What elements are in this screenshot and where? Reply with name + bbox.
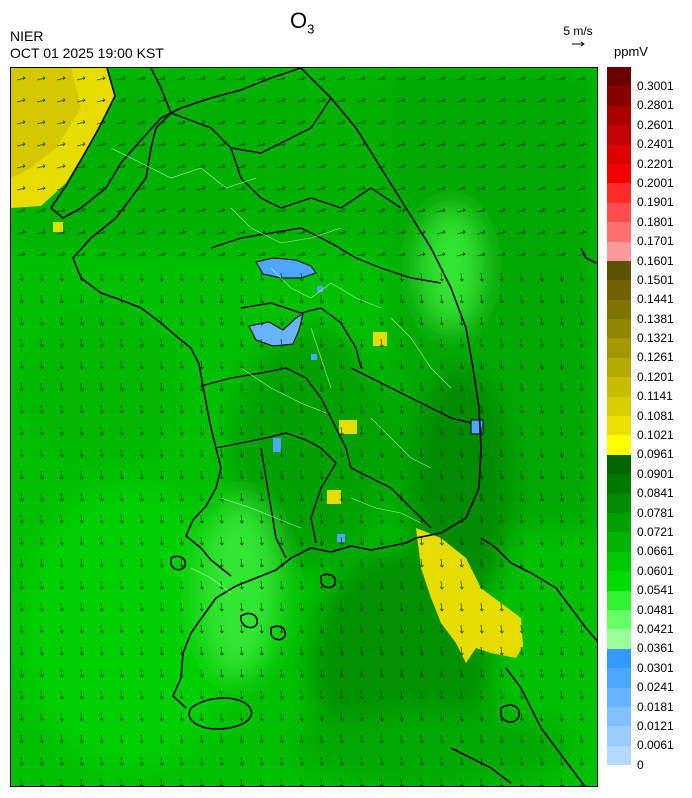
legend-swatch: 0.1081 (607, 396, 674, 423)
legend-swatch: 0.1021 (607, 416, 674, 442)
legend-label: 0.1081 (637, 408, 674, 423)
legend-swatch: 0 (607, 745, 644, 772)
legend-label: 0.0841 (637, 486, 674, 501)
legend-swatch: 0.1441 (607, 280, 674, 306)
legend-swatch: 0.2201 (607, 144, 674, 171)
legend-swatch: 0.0361 (607, 629, 674, 655)
legend-swatch: 0.1201 (607, 357, 674, 384)
legend-swatch: 0.1801 (607, 202, 674, 229)
legend-swatch: 0.0661 (607, 532, 674, 558)
legend-label: 0.0421 (637, 621, 674, 636)
legend-swatch: 0.1601 (607, 241, 674, 268)
legend-swatch: 0.0601 (607, 551, 674, 578)
legend-label: 0.0601 (637, 563, 674, 578)
legend-label: 0.0541 (637, 583, 674, 598)
legend-swatch: 0.1261 (607, 338, 674, 364)
ozone-map[interactable] (10, 67, 598, 787)
province-borders (170, 97, 472, 559)
legend-swatch: 0.3001 (607, 67, 674, 93)
legend-swatch: 0.2001 (607, 163, 674, 190)
legend-label: 0.1261 (637, 350, 674, 365)
legend-label: 0.0181 (637, 699, 674, 714)
legend-swatch: 0.1321 (607, 319, 674, 345)
map-title: O3 (290, 8, 314, 36)
legend-swatch: 0.0901 (607, 454, 674, 481)
wind-reference-label: 5 m/s (563, 24, 593, 38)
legend-label: 0.0361 (637, 641, 674, 656)
legend-label: 0.0061 (637, 738, 674, 753)
legend-label: 0.3001 (637, 79, 674, 93)
title-subscript: 3 (307, 21, 315, 37)
legend-label: 0.2001 (637, 175, 674, 190)
legend-label: 0.0301 (637, 660, 674, 675)
legend-swatch: 0.2401 (607, 125, 674, 151)
legend-label: 0.0241 (637, 680, 674, 695)
legend-label: 0.1701 (637, 234, 674, 249)
legend-swatch: 0.0121 (607, 706, 674, 733)
legend-swatch: 0.2601 (607, 105, 674, 132)
legend-label: 0.1901 (637, 195, 674, 210)
legend-label: 0.2801 (637, 98, 674, 113)
legend-swatch: 0.0841 (607, 474, 674, 500)
legend-swatch: 0.0241 (607, 668, 674, 694)
legend-label: 0 (637, 757, 644, 772)
district-borders (110, 147, 452, 594)
legend-swatch: 0.0541 (607, 571, 674, 597)
map-canvas (11, 68, 597, 786)
legend-label: 0.0901 (637, 466, 674, 481)
legend-swatch: 0.0421 (607, 609, 674, 636)
datetime-label: OCT 01 2025 19:00 KST (10, 45, 164, 61)
legend-label: 0.0721 (637, 524, 674, 539)
legend-swatch: 0.2801 (607, 86, 674, 112)
color-scale-legend: 0.3001 0.2801 0.2601 0.2401 0.2201 0.2001 0.19… (607, 67, 674, 772)
wind-reference-arrow-icon (572, 41, 585, 47)
legend-label: 0.2401 (637, 137, 674, 152)
legend-swatch: 0.0181 (607, 687, 674, 714)
legend-label: 0.1021 (637, 428, 674, 443)
legend-swatch: 0.0721 (607, 512, 674, 539)
legend-label: 0.0121 (637, 718, 674, 733)
title-main: O (290, 8, 308, 33)
legend-label: 0.1321 (637, 331, 674, 346)
legend-label: 0.1201 (637, 369, 674, 384)
map-header: NIER OCT 01 2025 19:00 KST (10, 28, 164, 62)
legend-swatch: 0.0781 (607, 493, 674, 520)
unit-label: ppmV (614, 44, 648, 59)
wind-reference: 5 m/s (560, 24, 596, 48)
legend-swatch: 0.1701 (607, 222, 674, 248)
legend-swatch: 0.1141 (607, 377, 673, 403)
legend-label: 0.1441 (637, 292, 674, 307)
legend-label: 0.0481 (637, 602, 674, 617)
legend-label: 0.0781 (637, 505, 674, 520)
legend-label: 0.0961 (637, 447, 674, 462)
legend-label: 0.1381 (637, 311, 674, 326)
legend-label: 0.2601 (637, 117, 674, 132)
coastlines (49, 68, 597, 786)
legend-label: 0.2201 (637, 156, 674, 171)
legend-swatch: 0.0301 (607, 648, 674, 675)
legend-swatch: 0.1901 (607, 183, 674, 209)
legend-label: 0.1601 (637, 253, 674, 268)
legend-label: 0.1801 (637, 214, 674, 229)
legend-swatch: 0.0481 (607, 590, 674, 617)
legend-swatch: 0.1501 (607, 260, 674, 287)
legend-label: 0.1501 (637, 272, 674, 287)
agency-label: NIER (10, 28, 44, 44)
legend-label: 0.0661 (637, 544, 674, 559)
legend-swatch: 0.0061 (607, 726, 674, 752)
legend-swatch: 0.1381 (607, 299, 674, 326)
legend-label: 0.1141 (637, 389, 673, 404)
legend-swatch: 0.0961 (607, 435, 674, 461)
